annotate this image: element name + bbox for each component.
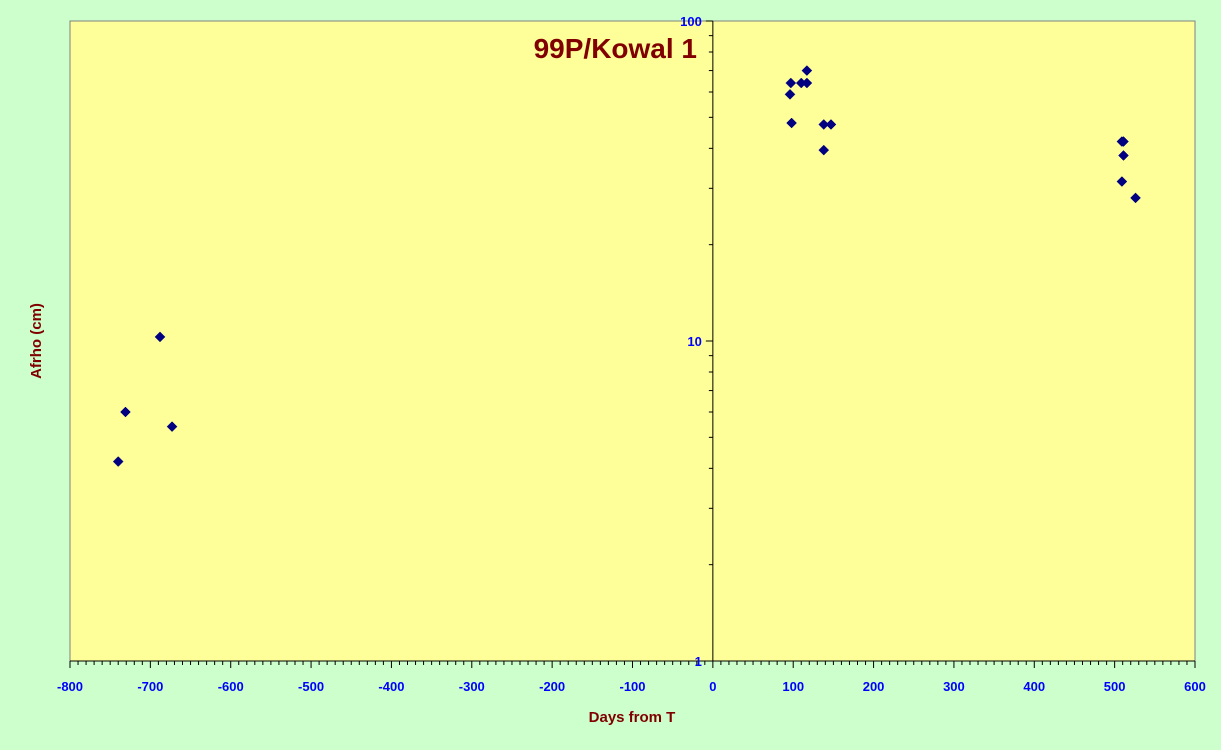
x-axis-title: Days from T <box>589 709 676 726</box>
x-tick-label: -200 <box>539 679 565 694</box>
data-point <box>120 406 131 418</box>
data-point <box>1116 176 1128 187</box>
x-tick-label: 300 <box>943 679 965 694</box>
data-point <box>786 117 797 129</box>
x-tick-label: 100 <box>782 679 804 694</box>
x-tick-label: 500 <box>1104 679 1126 694</box>
data-point <box>1118 136 1129 147</box>
y-axis-title: Afrho (cm) <box>28 303 45 379</box>
data-point <box>825 119 837 130</box>
data-point <box>818 144 830 156</box>
data-point <box>801 65 813 76</box>
y-tick-label: 10 <box>687 334 701 349</box>
x-tick-label: 200 <box>863 679 885 694</box>
x-tick-label: 0 <box>709 679 716 694</box>
y-tick-label: 100 <box>680 14 702 29</box>
x-tick-label: 400 <box>1023 679 1045 694</box>
x-tick-label: -100 <box>619 679 645 694</box>
data-point <box>166 421 178 432</box>
x-tick-label: -600 <box>218 679 244 694</box>
x-tick-label: -400 <box>378 679 404 694</box>
data-point <box>818 119 830 130</box>
data-point <box>112 456 124 467</box>
y-tick-label: 1 <box>695 654 702 669</box>
data-points <box>112 65 1141 467</box>
plot-area <box>69 20 1196 662</box>
x-tick-label: -700 <box>137 679 163 694</box>
x-tick-label: 600 <box>1184 679 1206 694</box>
data-point <box>154 331 166 343</box>
x-axis: -800 -700 -600 -500 -400 -300 -200 -100 0 100 200 3… <box>57 660 1206 694</box>
chart-title: 99P/Kowal 1 <box>534 33 697 64</box>
data-point <box>784 88 796 100</box>
data-point <box>1130 192 1141 204</box>
y-axis: 1 10 100 <box>680 14 714 669</box>
x-tick-label: -800 <box>57 679 83 694</box>
x-tick-label: -300 <box>459 679 485 694</box>
data-point <box>1118 150 1129 161</box>
data-point <box>785 77 797 89</box>
data-point <box>801 77 813 89</box>
x-tick-label: -500 <box>298 679 324 694</box>
